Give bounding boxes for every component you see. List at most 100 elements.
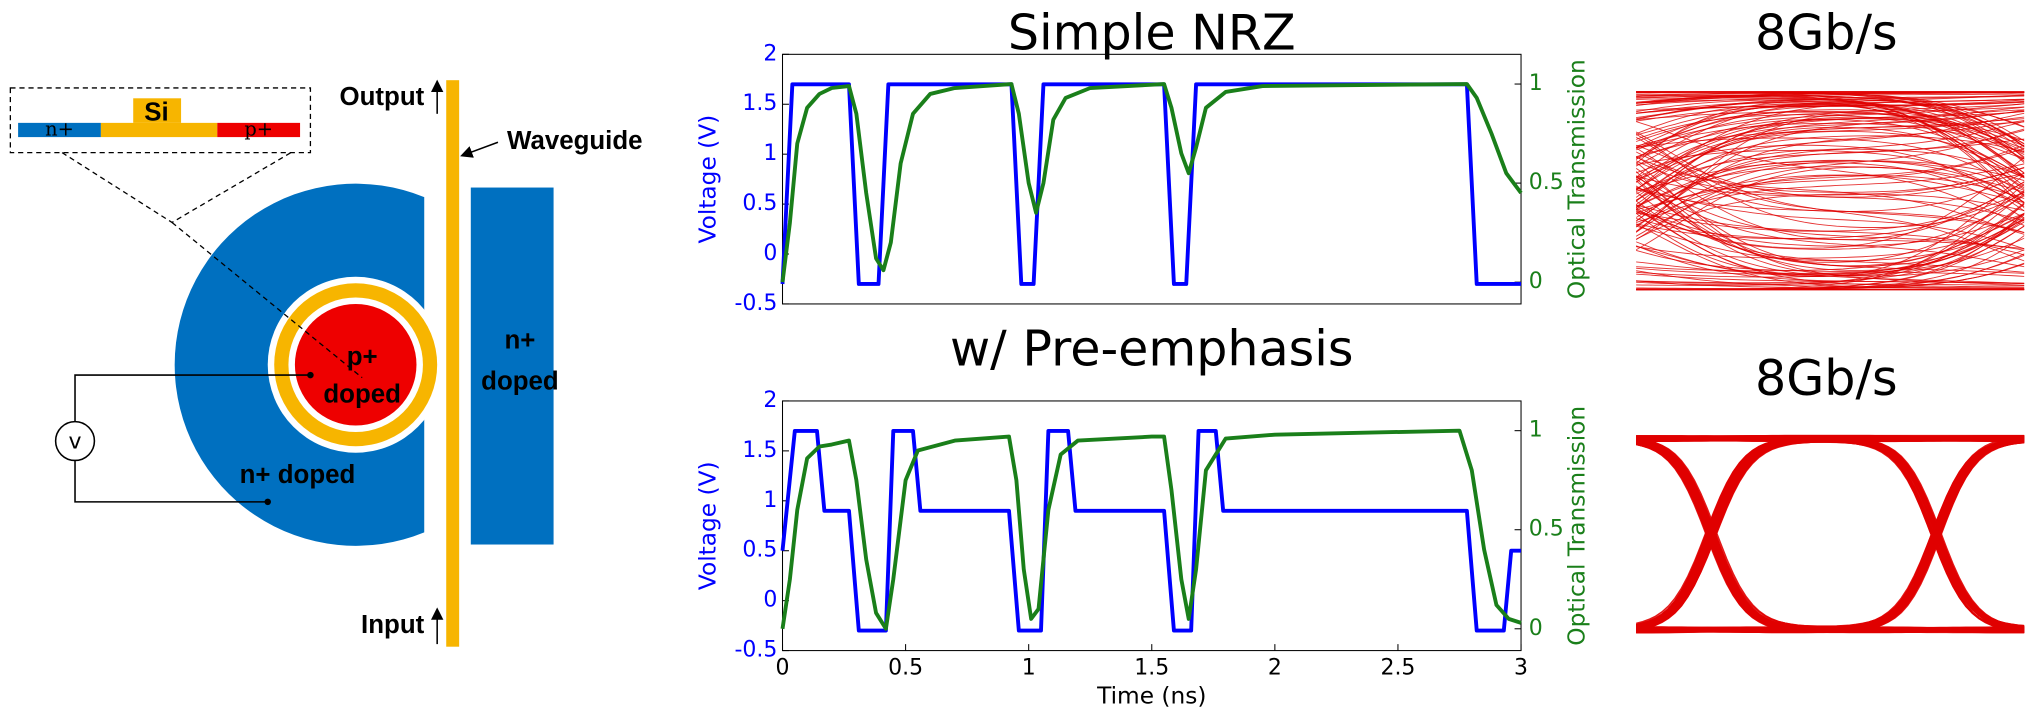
- eye-trace: [1636, 187, 2025, 250]
- y-tick-label: 0.5: [742, 538, 777, 563]
- y-tick-label: 1.5: [742, 91, 777, 116]
- eye-trace: [1636, 156, 2025, 240]
- eye-trace: [1636, 156, 2025, 249]
- y-tick-label: 0.5: [742, 191, 777, 216]
- eye-trace: [1636, 103, 2025, 178]
- y-tick-label: 0: [763, 588, 777, 613]
- eye-diagram: [1636, 91, 2025, 291]
- y-tick-label: 1: [763, 141, 777, 166]
- outer-label: n+ doped: [240, 461, 356, 489]
- inset-label: p+: [244, 118, 273, 141]
- chart-title: Simple NRZ: [1008, 4, 1296, 62]
- eye-trace: [1636, 148, 2025, 214]
- eye-trace: [1636, 109, 2025, 183]
- y2-tick-label: 0: [1529, 616, 1543, 641]
- eye-trace: [1636, 208, 2025, 288]
- inset-p: [217, 122, 301, 138]
- source-label: v: [69, 429, 82, 454]
- eye-trace: [1636, 95, 2025, 106]
- eye-trace: [1636, 218, 2025, 262]
- eye-trace: [1636, 110, 2025, 150]
- eye-trace: [1636, 160, 2025, 233]
- y-tick-label: 1: [763, 488, 777, 513]
- eye-trace: [1636, 99, 2025, 191]
- eye-trace: [1636, 105, 2025, 153]
- y2-axis-label: Optical Transmission: [1563, 406, 1590, 646]
- inset-n: [18, 122, 101, 138]
- eye-trace: [1636, 163, 2025, 224]
- inset-frame: [9, 87, 312, 154]
- eye-trace: [1636, 204, 2025, 256]
- eye-trace: [1636, 213, 2025, 259]
- contact: [307, 371, 314, 379]
- eye-trace: [1636, 113, 2025, 233]
- y-axis-label: Voltage (V): [694, 461, 721, 590]
- data-line: [780, 82, 1522, 286]
- eye-trace: [1636, 129, 2025, 195]
- input-label: Input: [361, 611, 425, 639]
- y2-tick-label: 1: [1529, 418, 1543, 443]
- y2-axis-label: Optical Transmission: [1563, 59, 1590, 299]
- device-diagram: p+ doped n+ doped n+ doped Output Input …: [9, 79, 643, 647]
- content: p+ doped n+ doped n+ doped Output Input …: [9, 4, 2025, 710]
- eye-trace: [1636, 156, 2025, 235]
- eye-trace: [1636, 118, 2025, 191]
- eye-trace: [1636, 130, 2025, 181]
- eye-trace: [1636, 214, 2025, 284]
- eye-trace: [1636, 103, 2025, 187]
- eye-trace: [1636, 99, 2025, 209]
- eye-trace: [1636, 118, 2025, 183]
- data-line: [780, 82, 1523, 283]
- x-tick-label: 0.5: [888, 656, 923, 681]
- inset-label: Si: [144, 99, 168, 127]
- eye-title: 8Gb/s: [1755, 349, 1898, 407]
- eye-trace: [1636, 221, 2025, 278]
- chart-title: w/ Pre-emphasis: [950, 319, 1354, 377]
- x-tick-label: 1.5: [1134, 656, 1169, 681]
- y2-tick-label: 0.5: [1529, 517, 1564, 542]
- eye-trace: [1636, 147, 2025, 212]
- y-tick-label: 0: [763, 241, 777, 266]
- eye-trace: [1636, 166, 2025, 208]
- y-tick-label: 2: [763, 388, 777, 413]
- contact: [264, 498, 271, 506]
- eye-trace: [1636, 191, 2025, 240]
- y-tick-label: -0.5: [734, 638, 777, 663]
- n-plus-slab: [470, 187, 554, 545]
- ring-label: p+: [347, 343, 378, 371]
- y-tick-label: 1.5: [742, 438, 777, 463]
- eye-trace: [1636, 176, 2025, 251]
- y-axis-label: Voltage (V): [694, 115, 721, 244]
- x-tick-label: 2.5: [1380, 656, 1415, 681]
- inset-label: n+: [45, 118, 74, 141]
- eye-trace: [1636, 119, 2025, 228]
- eye-trace: [1636, 103, 2025, 147]
- eye-trace: [1636, 195, 2025, 250]
- slab-label: n+: [504, 326, 535, 354]
- eye-trace: [1636, 175, 2025, 222]
- inset-si-slab: [100, 122, 218, 138]
- y2-tick-label: 0.5: [1529, 170, 1564, 195]
- y2-tick-label: 0: [1529, 269, 1543, 294]
- data-line: [780, 428, 1522, 633]
- data-line: [780, 428, 1522, 631]
- slab-label: doped: [481, 368, 559, 396]
- waveguide-label: Waveguide: [507, 127, 643, 155]
- ring-label: doped: [323, 381, 401, 409]
- eye-trace: [1636, 270, 2025, 289]
- eye-trace: [1636, 103, 2025, 206]
- eye-title: 8Gb/s: [1755, 4, 1898, 62]
- eye-trace: [1636, 110, 2025, 233]
- x-tick-label: 3: [1514, 656, 1528, 681]
- eye-trace: [1636, 151, 2025, 193]
- eye-trace: [1636, 280, 2025, 287]
- eye-trace: [1636, 175, 2025, 267]
- eye-trace: [1636, 137, 2025, 196]
- eye-trace: [1636, 92, 2025, 97]
- plot-frame: [781, 53, 1522, 305]
- voltage-source: [54, 420, 96, 462]
- eye-trace: [1636, 106, 2025, 159]
- eye-trace: [1636, 628, 2025, 633]
- eye-trace: [1636, 174, 2025, 211]
